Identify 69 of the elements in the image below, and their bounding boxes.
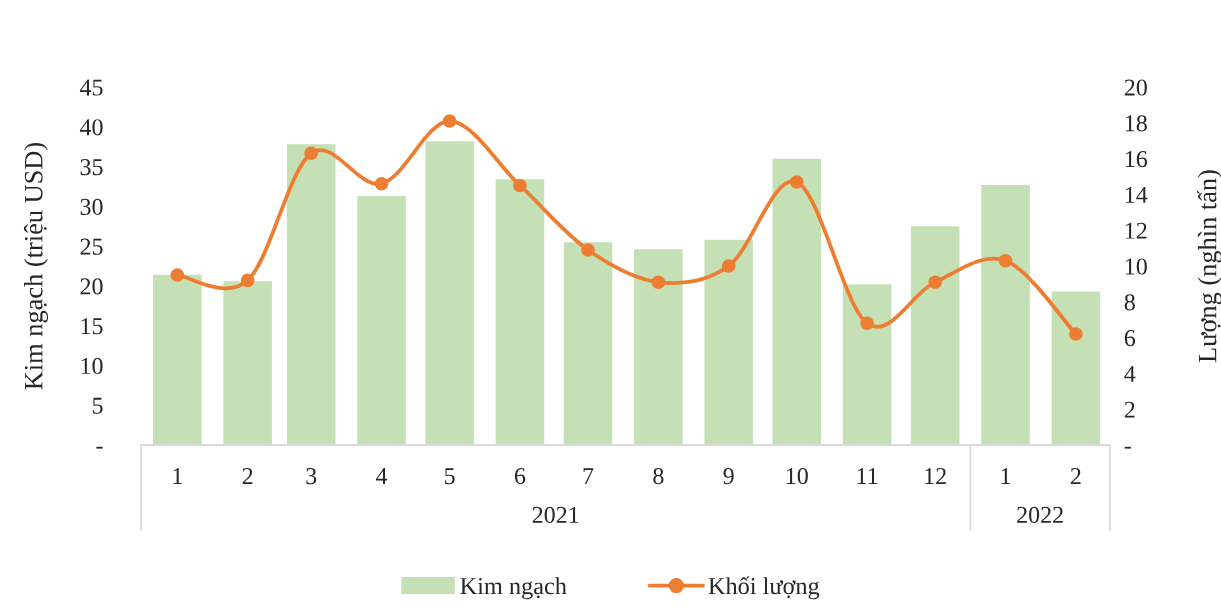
y-tick-label: 15: [81, 318, 103, 335]
bar: [772, 158, 822, 446]
bar: [1051, 291, 1101, 446]
point: [860, 316, 874, 331]
legend-label: Kim ngạch: [460, 577, 567, 600]
point: [442, 114, 457, 128]
point: [1069, 327, 1083, 341]
bar: [357, 196, 406, 446]
point: [513, 178, 527, 193]
y2-tick-label: 18: [1125, 115, 1147, 132]
y2-axis-title: Lượng (nghìn tấn): [1197, 170, 1221, 363]
x-tick-label: 7: [583, 468, 594, 484]
x-tick-label: 2: [242, 468, 253, 484]
bar: [981, 184, 1030, 446]
bar: [842, 284, 892, 446]
point: [721, 259, 736, 273]
point: [240, 273, 255, 288]
y-tick-label: 35: [80, 159, 103, 176]
x-tick-label: 9: [723, 468, 734, 485]
y2-tick-label: 16: [1125, 151, 1148, 168]
y-tick-label: 30: [80, 198, 103, 215]
y-tick-label: 20: [80, 278, 103, 295]
x-tick-label: 6: [514, 468, 526, 485]
y2-tick-label: 8: [1124, 294, 1135, 311]
legend-label: Khối lượng: [708, 576, 820, 600]
y2-tick-label: 10: [1125, 258, 1147, 275]
bar: [495, 179, 545, 446]
y-tick-label: 25: [80, 238, 103, 255]
y-tick-label: 40: [79, 119, 103, 136]
x-tick-label: 11: [857, 468, 878, 484]
bar: [223, 281, 272, 446]
x-tick-label: 3: [306, 468, 317, 485]
x-tick-label: 5: [445, 468, 455, 485]
x-tick-label: 1: [173, 468, 182, 484]
y2-tick-label: 4: [1124, 365, 1136, 382]
bar: [563, 242, 613, 446]
x-tick-label: 1: [1001, 468, 1011, 484]
y2-tick-label: 14: [1125, 186, 1148, 203]
y2-tick-label: -: [1124, 446, 1131, 449]
y-tick-label: 5: [92, 397, 103, 414]
bar: [910, 226, 960, 446]
bar: [704, 239, 753, 446]
y2-tick-label: 20: [1124, 79, 1147, 96]
x-tick-label: 12: [925, 468, 946, 484]
point: [790, 175, 804, 189]
bar: [286, 144, 336, 446]
point: [581, 243, 595, 257]
x-tick-label: 8: [653, 467, 664, 485]
point: [928, 275, 942, 289]
text: 2021: [532, 506, 579, 524]
point: [998, 253, 1013, 268]
bar: [634, 249, 683, 446]
y2-tick-label: 2: [1124, 401, 1135, 418]
point: [304, 146, 318, 161]
bar: [425, 141, 474, 446]
x-tick-label: 10: [786, 467, 808, 485]
y2-tick-label: 6: [1124, 330, 1136, 347]
y-axis-title: Kim ngạch (triệu USD): [23, 142, 49, 390]
y-tick-label: -: [96, 446, 103, 449]
x-tick-label: 4: [376, 468, 388, 484]
y-tick-label: 10: [81, 357, 103, 375]
y2-tick-label: 12: [1125, 222, 1147, 239]
point: [651, 275, 666, 289]
x-tick-label: 2: [1070, 468, 1081, 484]
bar: [153, 274, 202, 446]
point: [170, 268, 185, 282]
text: 2022: [1017, 506, 1063, 524]
y-tick-label: 45: [79, 79, 103, 96]
point: [374, 176, 389, 191]
